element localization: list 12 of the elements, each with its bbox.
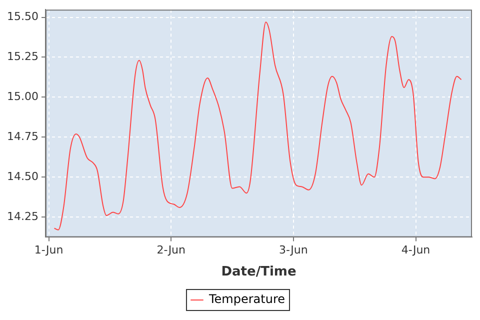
- legend-label: Temperature: [208, 292, 286, 306]
- y-tick-label: 14.75: [6, 130, 38, 144]
- x-tick-label: 2-Jun: [156, 244, 186, 257]
- x-tick-label: 4-Jun: [401, 244, 430, 257]
- x-tick-label: 1-Jun: [34, 244, 64, 257]
- y-tick-label: 15.50: [6, 10, 38, 24]
- x-axis-title: Date/Time: [221, 264, 296, 280]
- y-tick-label: 14.25: [6, 210, 38, 223]
- y-tick-label: 14.50: [6, 170, 38, 183]
- y-tick-label: 15.25: [6, 50, 38, 64]
- y-tick-label: 15.00: [6, 90, 38, 104]
- x-tick-label: 3-Jun: [279, 244, 308, 257]
